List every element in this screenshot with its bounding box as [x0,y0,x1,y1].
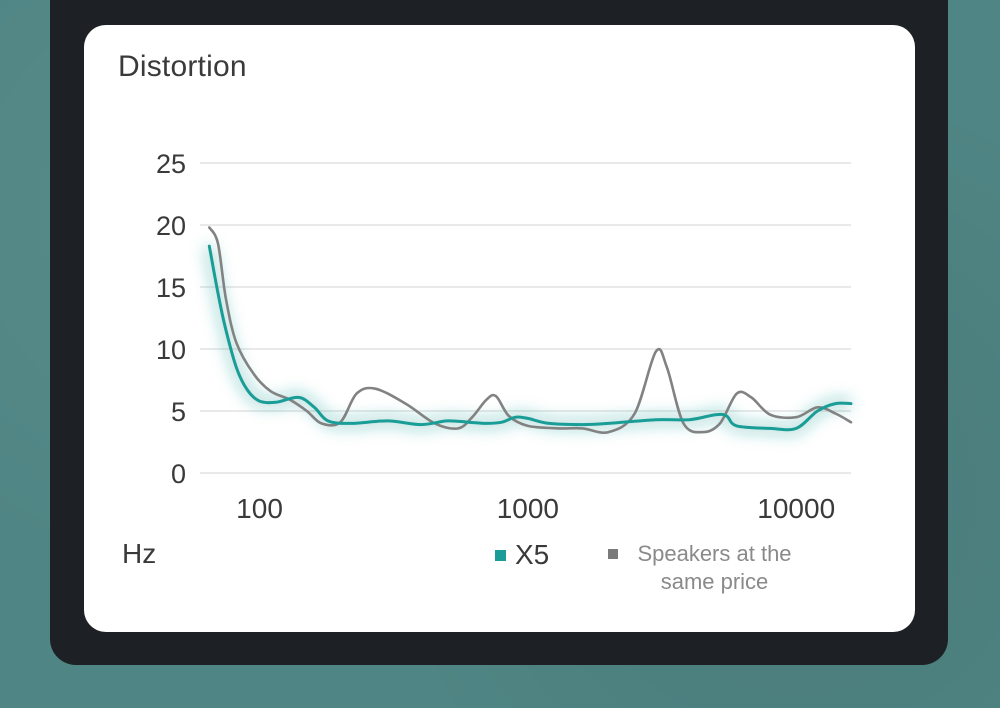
y-tick-label: 15 [156,273,186,303]
y-tick-label: 25 [156,149,186,179]
x-axis-label: Hz [122,538,157,569]
y-tick-label: 20 [156,211,186,241]
y-tick-label: 10 [156,335,186,365]
x-axis-ticks: 100 1000 10000 [236,493,835,524]
x-tick-label: 100 [236,493,283,524]
x-tick-label: 1000 [497,493,559,524]
legend-swatch-x5 [495,549,506,561]
y-axis-ticks: 0 5 10 15 20 25 [156,149,186,489]
series-line-x5 [207,244,853,432]
chart-title: Distortion [118,50,247,83]
legend-entry-x5: X5 [495,539,549,571]
series-x5-glow [202,244,852,437]
y-tick-label: 0 [171,459,186,489]
y-tick-label: 5 [171,397,186,427]
series-lines [202,226,853,437]
legend-swatch-speakers [608,549,618,559]
x-tick-label: 10000 [757,493,835,524]
legend-label-x5: X5 [515,539,550,570]
legend-entry-speakers: Speakers at the same price [608,540,803,596]
legend-label-speakers: Speakers at the same price [637,541,792,594]
